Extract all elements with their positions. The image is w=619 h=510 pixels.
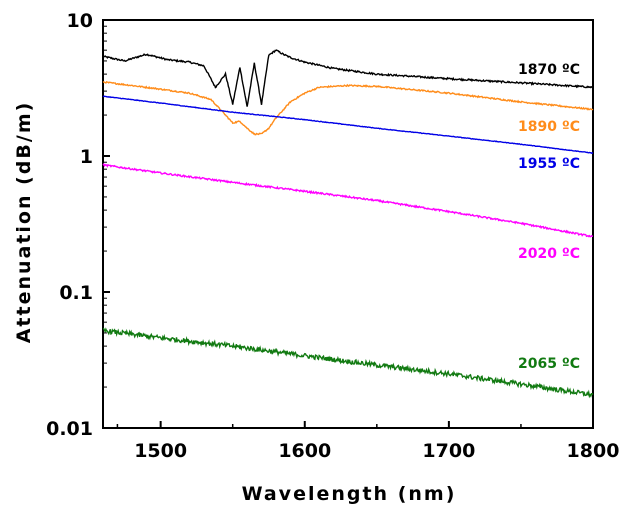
x-tick-label: 1500	[134, 440, 187, 462]
series-label-1: 1890 ºC	[518, 119, 580, 135]
y-axis-title: Attenuation (dB/m)	[13, 101, 35, 344]
x-tick-labels: 1500 1600 1700 1800	[134, 440, 619, 462]
series-line-2	[102, 95, 594, 154]
y-tick-label: 10	[67, 10, 93, 32]
series-line-4	[102, 327, 594, 399]
x-tick-label: 1800	[567, 440, 619, 462]
series-label-3: 2020 ºC	[518, 246, 580, 262]
x-axis-title: Wavelength (nm)	[242, 483, 457, 505]
plot-frame	[102, 19, 594, 429]
series-label-0: 1870 ºC	[518, 62, 580, 78]
series-line-1	[102, 80, 594, 136]
series-label-2: 1955 ºC	[518, 156, 580, 172]
x-tick-label: 1700	[422, 440, 475, 462]
series-lines	[102, 49, 594, 399]
y-tick-label: 1	[80, 146, 93, 168]
axis-ticks	[103, 19, 594, 429]
series-label-4: 2065 ºC	[518, 356, 580, 372]
plot-area	[102, 19, 594, 429]
series-line-0	[102, 49, 594, 107]
y-tick-label: 0.01	[46, 418, 93, 440]
y-tick-labels: 0.01 0.1 1 10	[46, 10, 93, 440]
x-tick-label: 1600	[278, 440, 331, 462]
y-tick-label: 0.1	[59, 282, 93, 304]
series-labels: 1870 ºC 1890 ºC 1955 ºC 2020 ºC 2065 ºC	[518, 62, 580, 372]
series-line-3	[102, 162, 594, 238]
